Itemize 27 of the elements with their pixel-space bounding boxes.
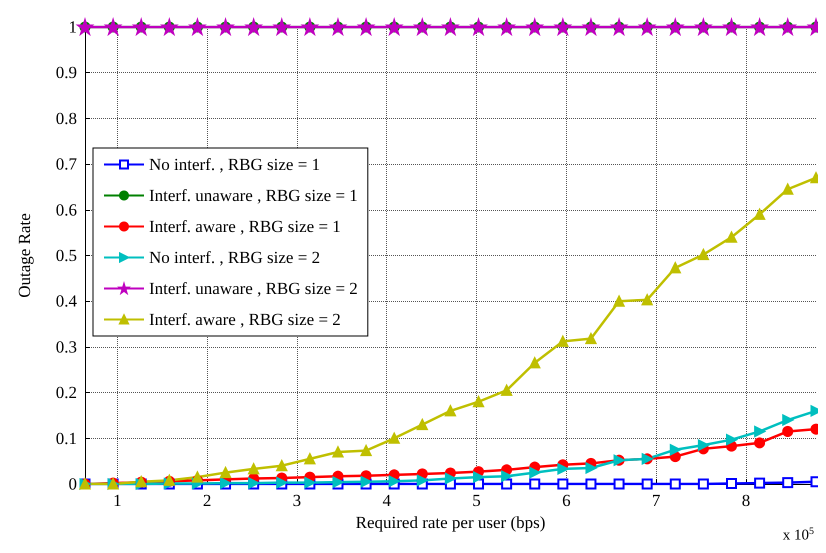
y-tick-label: 1: [68, 18, 77, 36]
x-tick-label: 3: [292, 491, 302, 510]
legend-label: Interf. unaware , RBG size = 2: [149, 279, 358, 298]
x-tick-label: 7: [652, 491, 661, 510]
legend-label: Interf. unaware , RBG size = 1: [149, 186, 358, 205]
y-tick-label: 0.9: [56, 63, 77, 82]
y-tick-label: 0.8: [56, 108, 77, 128]
x-axis-title: Required rate per user (bps): [356, 513, 546, 532]
y-tick-label: 0: [68, 474, 77, 494]
legend-label: Interf. aware , RBG size = 1: [149, 217, 341, 236]
x-tick-label: 4: [382, 491, 392, 510]
y-tick-label: 0.7: [56, 154, 78, 174]
y-tick-label: 0.5: [56, 246, 77, 265]
x-tick-label: 5: [472, 491, 481, 510]
y-tick-label: 0.1: [56, 428, 77, 448]
x-tick-label: 6: [562, 491, 571, 510]
y-tick-label: 0.3: [56, 337, 77, 356]
y-tick-label: 0.6: [56, 200, 77, 220]
y-axis-title: Outage Rate: [15, 213, 34, 298]
legend-label: No interf. , RBG size = 1: [149, 155, 320, 174]
x-tick-label: 2: [202, 491, 212, 510]
y-tick-label: 0.4: [56, 292, 78, 311]
x-tick-label: 1: [113, 491, 122, 510]
legend-label: Interf. aware , RBG size = 2: [149, 310, 341, 329]
x-tick-label: 8: [742, 491, 750, 510]
y-tick-label: 0.2: [56, 383, 77, 402]
legend-label: No interf. , RBG size = 2: [149, 248, 320, 267]
